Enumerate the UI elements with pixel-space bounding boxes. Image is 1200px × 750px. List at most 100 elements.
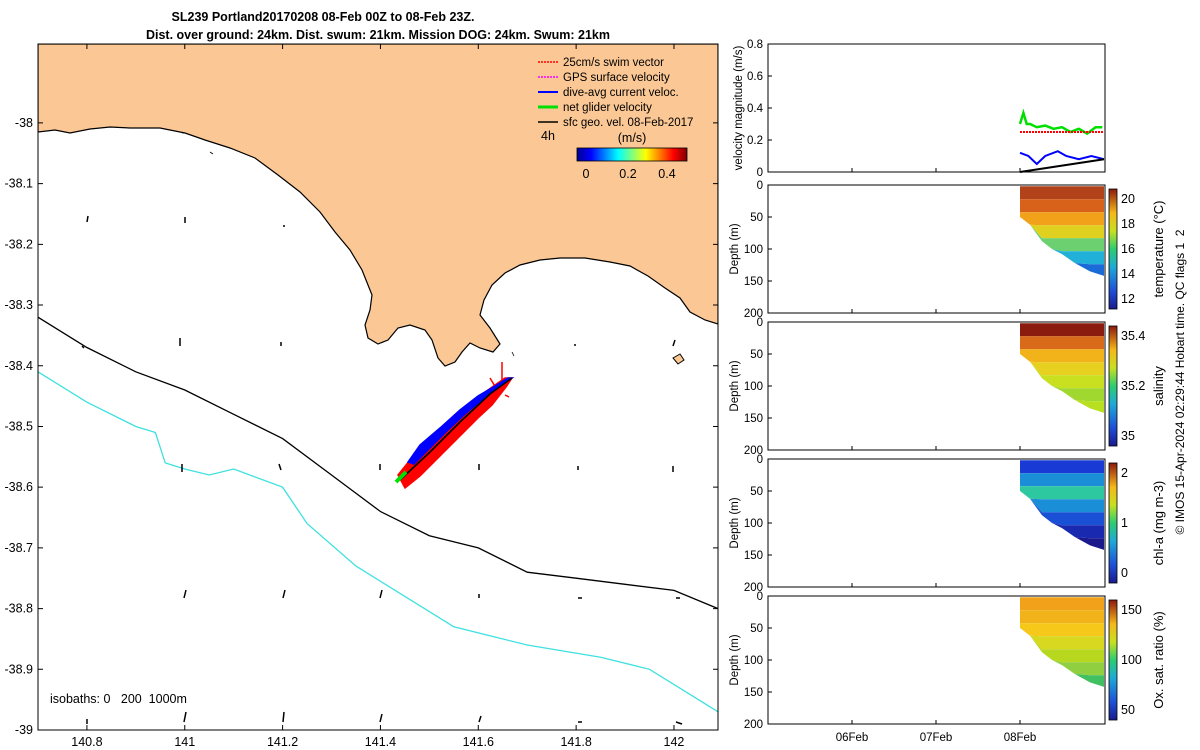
map-frame [37, 43, 719, 731]
net-velocity-vectors [394, 470, 408, 484]
velocity-panel: 0 0.2 0.4 0.6 0.8 velocity magnitude (m/s) [733, 39, 1106, 179]
map-y-axis: -38 -38.1 -38.2 -38.3 -38.4 -38.5 -38.6 -38.7 -3… [5, 116, 718, 737]
section-colorbar-tick: 35.2 [1121, 379, 1145, 393]
section-fill-band [1020, 610, 1104, 624]
colorbar-tick-1: 0.2 [619, 167, 636, 181]
velocity-ytick-label: 0.6 [747, 71, 763, 83]
section-colorbar [1108, 462, 1118, 584]
section-fill-band [1020, 486, 1104, 500]
section-ytick-label: 200 [744, 308, 763, 320]
section-colorbar-label: salinity [1151, 366, 1166, 406]
section-colorbar-tick: 2 [1121, 466, 1128, 480]
section-colorbar-label: Ox. sat. ratio (%) [1151, 611, 1166, 709]
map-panel: -38 -38.1 -38.2 -38.3 -38.4 -38.5 -38.6 -38.7 -3… [5, 43, 719, 749]
isobath-200 [38, 316, 718, 610]
section-fill-band [1020, 186, 1104, 200]
credit-text: © IMOS 15-Apr-2024 02:29:44 Hobart time.… [1173, 229, 1187, 534]
section-ytick-label: 100 [744, 655, 763, 667]
glider-track [399, 377, 513, 481]
section-colorbar-label: temperature (°C) [1151, 201, 1166, 298]
section-fill-band [1020, 354, 1104, 389]
section-fill-band [1020, 623, 1104, 637]
map-colorbar [576, 147, 688, 162]
section-fill-band [1020, 217, 1104, 265]
colorbar-unit: (m/s) [618, 131, 646, 145]
velocity-series-line [1019, 158, 1105, 173]
section-colorbar-label: chl-a (mg m-3) [1151, 481, 1166, 566]
section-fill-band [1020, 354, 1104, 376]
section-fill-band [1020, 460, 1104, 474]
section-ytick-label: 0 [757, 591, 763, 603]
section-colorbar-tick: 50 [1121, 703, 1135, 717]
section-ytick-label: 200 [744, 445, 763, 457]
section-colorbar-tick: 16 [1121, 242, 1135, 256]
interval-label: 4h [541, 129, 555, 143]
section-ytick-label: 50 [750, 486, 763, 498]
section-fill-band [1020, 349, 1104, 363]
section-fill-band [1020, 491, 1104, 513]
section-fill-band [1020, 212, 1104, 226]
map-xtick-label: 141.6 [463, 735, 494, 749]
section-colorbar [1108, 599, 1118, 721]
section-ytick-label: 200 [744, 719, 763, 731]
section-colorbar-tick: 1 [1121, 516, 1128, 530]
map-ytick-label: -38.1 [5, 177, 34, 191]
section-colorbar-tick: 12 [1121, 292, 1135, 306]
section-fill-band [1020, 199, 1104, 213]
legend-swim: 25cm/s swim vector [563, 57, 664, 69]
island [672, 353, 685, 365]
isobath-1000 [38, 371, 718, 713]
section-panel-3: 0 50 100 150 200 Depth (m) 0 1 2 chl-a (mg m-3) [729, 454, 1166, 594]
map-xtick-label: 141 [174, 735, 195, 749]
geostrophic-velocity-arrows [81, 215, 683, 725]
section-colorbar-tick: 20 [1121, 192, 1135, 206]
map-xtick-label: 141.8 [560, 735, 591, 749]
map-ytick-label: -38.4 [5, 359, 34, 373]
section-ytick-label: 150 [744, 276, 763, 288]
section-colorbar-tick: 18 [1121, 217, 1135, 231]
colorbar-tick-0: 0 [583, 167, 590, 181]
section-colorbar-tick: 35 [1121, 429, 1135, 443]
time-axis: 06Feb 07Feb 08Feb [836, 732, 1037, 744]
section-ylabel: Depth (m) [729, 223, 741, 274]
velocity-ytick-label: 0.2 [747, 135, 763, 147]
velocity-y-axis: 0 0.2 0.4 0.6 0.8 [747, 39, 1021, 179]
velocity-ytick-label: 0.4 [747, 103, 764, 115]
time-tick-08feb: 08Feb [1004, 732, 1037, 744]
isobath-label: isobaths: 0 200 1000m [50, 692, 187, 706]
legend-current: dive-avg current veloc. [563, 87, 679, 99]
section-colorbar-tick: 0 [1121, 566, 1128, 580]
section-fill-band [1020, 336, 1104, 350]
section-ytick-label: 100 [744, 381, 763, 393]
map-xtick-label: 140.8 [71, 735, 102, 749]
legend-geo: sfc geo. vel. 08-Feb-2017 [563, 117, 693, 129]
map-xtick-label: 141.2 [267, 735, 298, 749]
velocity-series [1018, 108, 1105, 173]
section-ytick-label: 0 [757, 180, 763, 192]
section-ytick-label: 150 [744, 413, 763, 425]
section-panel-4: 0 50 100 150 200 Depth (m) 50 100 150 Ox. sat. ra… [729, 591, 1166, 731]
section-panel-2: 0 50 100 150 200 Depth (m) 35 35.2 35.4 salinity [729, 317, 1166, 457]
velocity-ylabel: velocity magnitude (m/s) [733, 46, 745, 171]
map-legend: 25cm/s swim vector GPS surface velocity … [538, 57, 693, 181]
map-ytick-label: -38.3 [5, 298, 34, 312]
section-ylabel: Depth (m) [729, 497, 741, 548]
section-colorbar-tick: 35.4 [1121, 329, 1145, 343]
section-ytick-label: 150 [744, 550, 763, 562]
section-colorbar-tick: 100 [1121, 653, 1142, 667]
map-x-axis: 140.8 141 141.2 141.4 141.6 141.8 142 [71, 44, 684, 749]
section-ytick-label: 200 [744, 582, 763, 594]
section-fill-band [1020, 628, 1104, 687]
section-fill-band [1020, 354, 1104, 402]
legend-gps: GPS surface velocity [563, 72, 670, 84]
velocity-series-line [1018, 108, 1103, 136]
section-colorbar-tick: 150 [1121, 603, 1142, 617]
velocity-series-line [1019, 150, 1105, 166]
velocity-ytick-label: 0 [757, 167, 763, 179]
map-ytick-label: -38.8 [5, 602, 34, 616]
map-xtick-label: 141.4 [365, 735, 396, 749]
map-xtick-label: 142 [664, 735, 685, 749]
time-tick-06feb: 06Feb [836, 732, 869, 744]
section-ytick-label: 50 [750, 623, 763, 635]
